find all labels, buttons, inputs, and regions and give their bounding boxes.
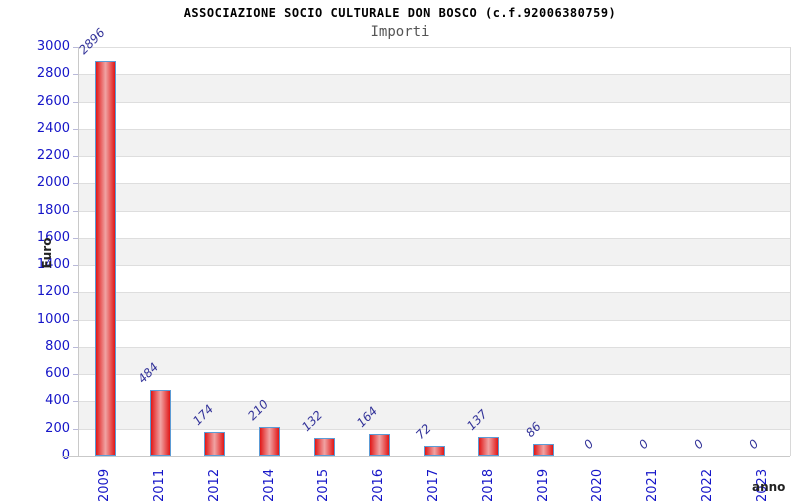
y-tick-label: 1000 bbox=[36, 311, 70, 327]
y-tick-mark bbox=[73, 374, 78, 376]
y-tick-label: 800 bbox=[45, 338, 70, 354]
x-tick-label-2009: 2009 bbox=[97, 468, 113, 502]
y-tick-mark bbox=[73, 74, 78, 76]
chart-subtitle: Importi bbox=[370, 24, 430, 40]
x-tick-label-2016: 2016 bbox=[371, 468, 387, 502]
grid-band bbox=[78, 346, 790, 375]
y-tick-mark bbox=[73, 292, 78, 294]
x-axis-line bbox=[62, 456, 790, 457]
y-tick-mark bbox=[73, 128, 78, 130]
grid-band bbox=[78, 319, 790, 347]
y-tick-mark bbox=[73, 401, 78, 403]
y-tick-label: 1400 bbox=[36, 257, 70, 273]
y-tick-mark bbox=[73, 319, 78, 321]
y-tick-label: 1200 bbox=[36, 284, 70, 300]
x-tick-label-2021: 2021 bbox=[645, 468, 661, 502]
y-tick-mark bbox=[73, 237, 78, 239]
y-tick-mark bbox=[73, 265, 78, 267]
grid-band bbox=[78, 237, 790, 266]
y-tick-mark bbox=[73, 47, 78, 48]
y-tick-label: 3000 bbox=[36, 39, 70, 54]
grid-band bbox=[78, 156, 790, 184]
grid-band bbox=[78, 401, 790, 429]
grid-band bbox=[78, 374, 790, 402]
bar-2012 bbox=[204, 432, 226, 456]
bar-2014 bbox=[259, 427, 281, 456]
y-axis-line bbox=[78, 47, 79, 456]
y-axis-title: Euro bbox=[40, 237, 54, 269]
bar-2018 bbox=[478, 437, 500, 456]
y-tick-label: 1600 bbox=[36, 229, 70, 245]
y-tick-label: 200 bbox=[45, 420, 70, 436]
x-tick-label-2014: 2014 bbox=[261, 468, 277, 502]
grid-band bbox=[78, 74, 790, 102]
grid-band bbox=[78, 265, 790, 293]
y-tick-label: 2000 bbox=[36, 175, 70, 191]
grid-band bbox=[78, 47, 790, 75]
x-tick-label-2015: 2015 bbox=[316, 468, 332, 502]
y-tick-label: 2600 bbox=[36, 93, 70, 109]
bar-2009 bbox=[94, 61, 116, 456]
bar-2016 bbox=[368, 434, 390, 456]
y-tick-mark bbox=[73, 156, 78, 158]
y-tick-label: 2800 bbox=[36, 66, 70, 82]
x-tick-label-2017: 2017 bbox=[426, 468, 441, 502]
bar-2017 bbox=[423, 446, 445, 456]
x-tick-label-2012: 2012 bbox=[206, 468, 222, 502]
y-tick-mark bbox=[73, 101, 78, 103]
bar-2019 bbox=[533, 444, 555, 456]
bar-2011 bbox=[149, 390, 171, 456]
bar-2015 bbox=[313, 438, 335, 456]
chart-title: ASSOCIAZIONE SOCIO CULTURALE DON BOSCO (… bbox=[183, 6, 617, 20]
grid-band bbox=[78, 183, 790, 211]
plot-right-border bbox=[790, 47, 791, 456]
y-tick-label: 400 bbox=[45, 393, 70, 409]
x-tick-label-2022: 2022 bbox=[699, 468, 715, 502]
y-tick-label: 2400 bbox=[36, 120, 70, 136]
y-tick-label: 1800 bbox=[36, 202, 70, 218]
x-tick-label-2019: 2019 bbox=[535, 468, 551, 502]
y-tick-mark bbox=[73, 210, 78, 212]
y-tick-mark bbox=[73, 183, 78, 185]
y-tick-mark bbox=[73, 346, 78, 348]
grid-band bbox=[78, 292, 790, 320]
x-axis-title: anno bbox=[752, 480, 786, 494]
grid-band bbox=[78, 128, 790, 157]
x-tick-label-2018: 2018 bbox=[480, 468, 496, 502]
grid-band bbox=[78, 101, 790, 129]
y-tick-label: 600 bbox=[45, 366, 70, 382]
grid-band bbox=[78, 210, 790, 238]
x-tick-label-2020: 2020 bbox=[590, 468, 606, 502]
y-tick-mark bbox=[73, 428, 78, 430]
x-tick-label-2011: 2011 bbox=[152, 468, 168, 502]
y-tick-label: 0 bbox=[22, 448, 70, 464]
y-tick-label: 2200 bbox=[36, 148, 70, 164]
